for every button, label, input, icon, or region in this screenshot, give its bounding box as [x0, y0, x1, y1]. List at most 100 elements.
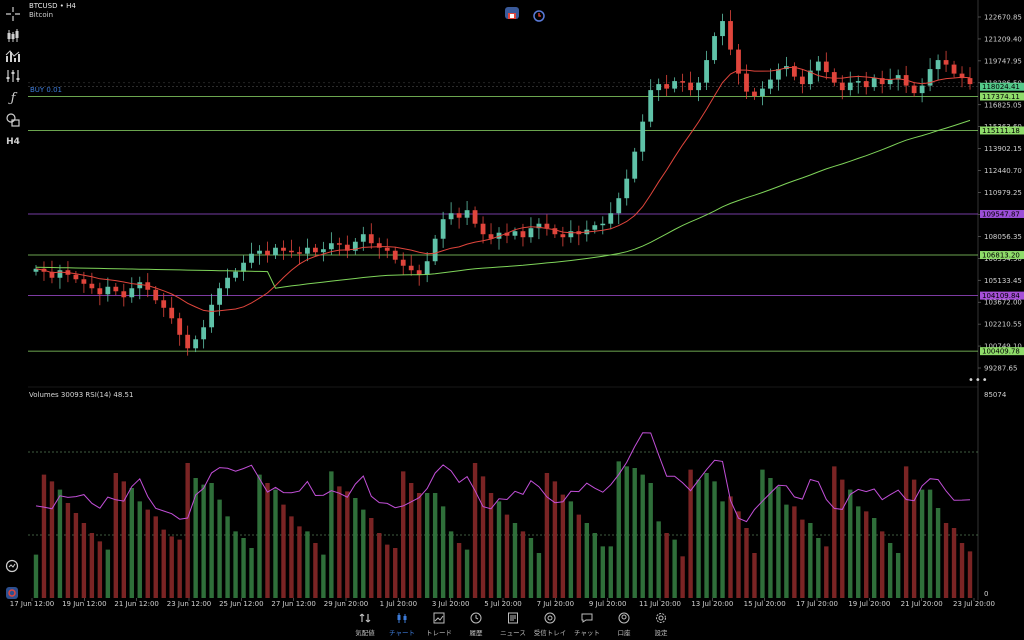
candle-body	[544, 223, 550, 229]
candle-body	[424, 261, 430, 275]
time-axis-label: 19 Jun 12:00	[62, 600, 106, 608]
time-axis-label: 3 Jul 20:00	[432, 600, 470, 608]
bottom-navigation: 気配値 チャート トレード 履歴 ニュース 受信トレイ チャット 口座 設定	[0, 608, 1024, 640]
nav-item-trade[interactable]: トレード	[419, 610, 459, 637]
time-axis-label: 17 Jul 20:00	[796, 600, 838, 608]
buy-position-label[interactable]: BUY 0.01	[30, 86, 63, 94]
candle-body	[688, 82, 693, 91]
zoom-icon[interactable]	[5, 558, 19, 573]
candle-body	[536, 223, 542, 229]
price-tag-label: 104109.84	[982, 292, 1020, 300]
candle-body	[823, 61, 829, 73]
candle-body	[289, 250, 294, 253]
timeframe-label[interactable]: H4	[6, 137, 20, 147]
candle-body	[927, 69, 933, 86]
candle-body	[520, 231, 526, 238]
candle-body	[201, 327, 207, 340]
price-axis-label: 99287.65	[984, 365, 1017, 373]
candle-body	[105, 286, 111, 295]
candle-body	[600, 223, 606, 226]
candle-body	[448, 213, 454, 220]
candle-body	[935, 60, 941, 70]
candle-body	[911, 85, 917, 94]
price-tag-bg	[980, 291, 1024, 300]
nav-label: 口座	[617, 629, 631, 637]
candle-body	[616, 198, 622, 214]
trade-icon	[419, 610, 459, 626]
price-tag-label: 106813.20	[982, 252, 1020, 260]
symbol-name: BTCUSD • H4	[29, 2, 76, 10]
candles-icon[interactable]	[3, 26, 23, 46]
more-icon[interactable]: •••	[968, 375, 989, 386]
chart-icon	[382, 610, 422, 626]
candle-body	[336, 243, 342, 245]
nav-item-inbox[interactable]: 受信トレイ	[530, 610, 570, 637]
objects-icon[interactable]	[3, 110, 23, 130]
candle-body	[632, 151, 638, 179]
time-axis-label: 25 Jun 12:00	[219, 600, 263, 608]
candle-body	[528, 228, 534, 238]
nav-label: 設定	[654, 629, 668, 637]
time-axis-label: 17 Jun 12:00	[10, 600, 54, 608]
candle-body	[129, 288, 135, 298]
candle-body	[967, 78, 973, 85]
candle-body	[919, 85, 925, 94]
candle-body	[744, 73, 749, 92]
settings-sliders-icon[interactable]	[3, 66, 23, 86]
function-icon[interactable]: ƒ	[10, 90, 16, 106]
candle-body	[352, 241, 358, 251]
price-tag-label: 100409.78	[982, 348, 1020, 356]
nav-label: 気配値	[355, 629, 375, 637]
candle-body	[313, 247, 318, 253]
candle-body	[728, 21, 733, 50]
candle-body	[895, 75, 901, 80]
symbol-header: BTCUSD • H4 Bitcoin	[29, 2, 76, 20]
candle-body	[799, 76, 805, 85]
time-axis-label: 21 Jun 12:00	[114, 600, 158, 608]
time-axis-label: 9 Jul 20:00	[589, 600, 627, 608]
candle-body	[81, 279, 87, 284]
crosshair-icon[interactable]	[3, 4, 23, 24]
time-axis-label: 29 Jun 20:00	[324, 600, 368, 608]
price-tag-bg	[980, 347, 1024, 356]
nav-item-history[interactable]: 履歴	[456, 610, 496, 637]
nav-item-chat[interactable]: チャット	[567, 610, 607, 637]
nav-item-chart[interactable]: チャート	[382, 610, 422, 637]
candle-body	[472, 210, 478, 224]
clock-icon[interactable]	[532, 7, 546, 22]
candle-body	[344, 244, 350, 251]
candle-body	[760, 88, 765, 97]
time-axis-label: 5 Jul 20:00	[484, 600, 522, 608]
time-axis-label: 21 Jul 20:00	[901, 600, 943, 608]
candle-body	[432, 238, 438, 262]
candle-body	[89, 283, 95, 289]
candle-body	[791, 66, 797, 77]
nav-item-settings[interactable]: 設定	[641, 610, 681, 637]
app-logo-icon[interactable]	[5, 585, 19, 599]
one-click-trading-icon[interactable]	[505, 7, 519, 19]
candle-body	[640, 121, 646, 152]
price-chart[interactable]: 122670.85121209.40119747.95118286.501168…	[0, 0, 1024, 608]
price-axis-label: 108056.35	[984, 233, 1022, 241]
rsi-line	[35, 432, 971, 523]
candle-body	[273, 247, 278, 256]
indicator-axis-bottom: 0	[984, 590, 988, 598]
indicators-icon[interactable]	[3, 46, 23, 66]
candle-body	[360, 234, 366, 242]
candle-body	[680, 81, 686, 83]
candle-body	[153, 289, 159, 301]
left-toolbar: ƒ H4	[0, 0, 26, 610]
nav-item-quotes[interactable]: 気配値	[345, 610, 385, 637]
candle-body	[768, 79, 773, 89]
price-tag-bg	[980, 251, 1024, 260]
candle-body	[592, 225, 598, 230]
time-axis-label: 19 Jul 20:00	[848, 600, 890, 608]
candle-body	[57, 270, 63, 278]
nav-item-news[interactable]: ニュース	[493, 610, 533, 637]
nav-item-account[interactable]: 口座	[604, 610, 644, 637]
candle-body	[512, 231, 518, 236]
candle-body	[408, 265, 414, 271]
candle-body	[49, 271, 55, 278]
price-axis-label: 110979.25	[984, 189, 1022, 197]
candle-body	[552, 228, 558, 235]
